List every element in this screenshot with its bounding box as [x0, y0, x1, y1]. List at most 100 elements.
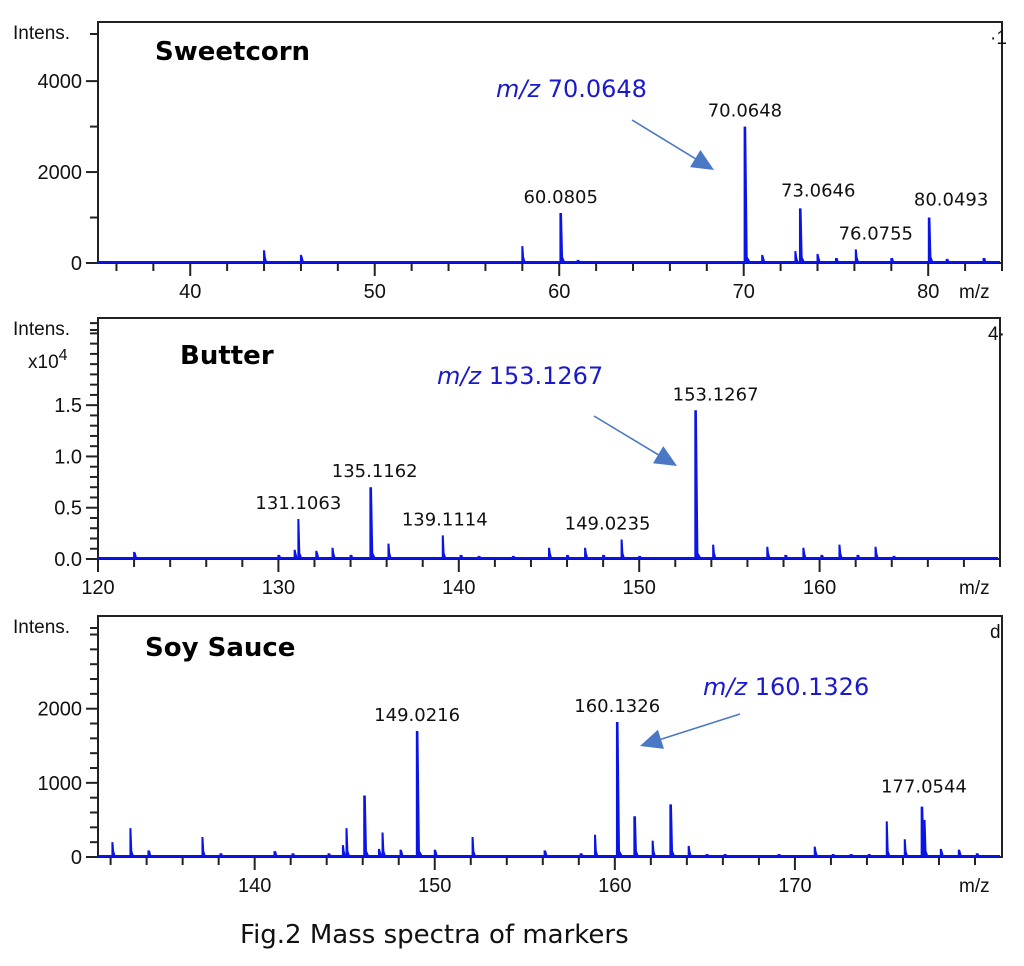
y-axis-label: Intens. [13, 617, 70, 638]
peak-label: 60.0805 [523, 187, 597, 208]
soy-sauce-panel: 0 1000 2000 Intens. 140 150 160 170 m/z d Soy Sauc… [13, 615, 1003, 897]
x-tick-label: 40 [179, 281, 201, 303]
spectrum-peak [794, 251, 799, 263]
callout-arrow-head [690, 150, 714, 170]
x-tick-label: 120 [81, 577, 114, 599]
peak-label: 177.0544 [881, 777, 967, 798]
spectrum-peak [712, 544, 717, 559]
spectrum-peak [890, 257, 895, 263]
spectrum-peak [415, 730, 424, 857]
x-axis-label: m/z [959, 876, 990, 897]
x-tick-label: 70 [733, 281, 755, 303]
y-axis-label: Intens. [13, 23, 70, 44]
spectrum-peak [669, 804, 676, 857]
spectrum-peak [543, 850, 548, 857]
spectrum-peak [923, 819, 929, 857]
corner-mark: ·1 [990, 28, 1007, 49]
spectrum-peak [885, 821, 891, 857]
spectrum-peak [459, 554, 464, 559]
callout-label: m/z 160.1326 [703, 673, 869, 701]
spectrum-peak [377, 848, 383, 857]
panel-title: Sweetcorn [155, 37, 310, 67]
callout-space [481, 362, 489, 390]
y-tick-label: 1000 [38, 773, 83, 795]
spectrum-peak [477, 555, 482, 559]
spectrum-peak [798, 208, 806, 263]
x-tick-label: 150 [623, 577, 656, 599]
spectrum-peak [297, 519, 303, 559]
x-tick-label: 140 [442, 577, 475, 599]
x-tick-label: 80 [917, 281, 939, 303]
spectrum-peak [263, 250, 268, 263]
callout-arrow-line [631, 119, 696, 160]
spectrum-peak [584, 547, 589, 559]
callout-value: 160.1326 [755, 673, 870, 701]
y-tick-label: 0 [71, 253, 82, 275]
spectrum-peak [816, 253, 821, 263]
callout-arrow-line [593, 415, 659, 456]
spectrum-peak [838, 544, 843, 559]
spectrum-peak [856, 554, 861, 559]
y-tick-label: 0.5 [54, 498, 82, 520]
x-tick-label: 170 [778, 875, 811, 897]
spectrum-peak [291, 853, 296, 857]
callout-label: m/z 153.1267 [437, 362, 603, 390]
spectrum-peak [834, 257, 840, 263]
spectrum-peak [638, 555, 643, 559]
butter-panel: 0.0 0.5 1.0 1.5 Intens. x104 120 130 140 150 160 m/… [13, 317, 1005, 599]
y-tick-label: 2000 [38, 699, 83, 721]
spectrum-peak [576, 259, 581, 263]
spectrum-peak [594, 834, 599, 857]
callout-space [540, 75, 548, 103]
spectrum-peak [548, 547, 553, 559]
sweetcorn-panel: 0 2000 4000 Intens. 40 50 60 70 80 m/z ·1 Sweetcorn… [13, 21, 1007, 303]
y-multiplier-base: x10 [28, 352, 59, 373]
spectrum-peak [927, 217, 934, 263]
x-tick-label: 60 [548, 281, 570, 303]
callout-prefix: m/z [496, 75, 541, 103]
spectrum-peak [939, 848, 945, 857]
x-axis-label: m/z [959, 578, 990, 599]
peak-label: 135.1162 [332, 461, 418, 482]
spectrum-peak [602, 554, 607, 559]
spectrum-peak [201, 836, 207, 857]
spectrum-peak [277, 554, 282, 559]
spectrum-peak [299, 254, 305, 263]
corner-mark: d [990, 622, 1001, 643]
spectrum-peak [802, 547, 807, 559]
spectrum-peak [975, 853, 980, 857]
peak-label: 80.0493 [914, 190, 988, 211]
spectrum-peak [705, 854, 710, 857]
peak-label: 76.0755 [839, 223, 913, 244]
spectrum-peak [761, 254, 766, 263]
spectrum-peak [559, 212, 566, 263]
spectrum-peak [579, 853, 584, 857]
spectrum-peak [341, 845, 347, 857]
x-axis-label: m/z [959, 282, 990, 303]
spectrum-peak [982, 257, 987, 263]
spectrum-peak [820, 554, 825, 559]
x-tick-label: 160 [598, 875, 631, 897]
corner-mark: 4· [988, 324, 1005, 345]
spectrum-peak [867, 854, 872, 857]
spectrum-peak [892, 555, 897, 559]
peak-label: 149.0216 [374, 705, 460, 726]
callout-value: 70.0648 [548, 75, 647, 103]
y-tick-label: 1.0 [54, 446, 82, 468]
spectrum-peak [345, 828, 351, 857]
spectrum-peak [849, 854, 854, 857]
panel-title: Soy Sauce [145, 633, 295, 663]
spectrum-peak [723, 854, 728, 857]
spectrum-peak [651, 840, 657, 857]
spectrum-peak [349, 554, 354, 559]
spectrum-peak [219, 853, 224, 857]
spectrum-peak [111, 842, 116, 857]
spectrum-peak [743, 126, 752, 264]
y-tick-label: 0 [71, 847, 82, 869]
callout-prefix: m/z [437, 362, 482, 390]
spectrum-peak [433, 849, 438, 857]
spectrum-peak [521, 246, 526, 263]
callout-prefix: m/z [703, 673, 748, 701]
spectrum-peak [831, 854, 836, 857]
